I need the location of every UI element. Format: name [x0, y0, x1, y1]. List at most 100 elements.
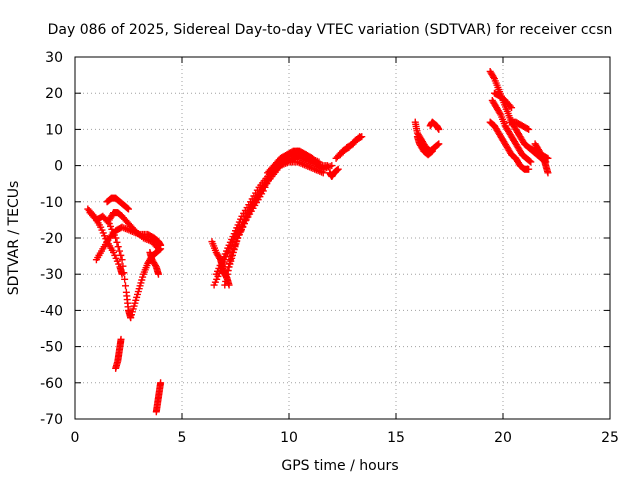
data-point [435, 125, 443, 133]
y-tick-label: 0 [54, 159, 63, 175]
data-point [428, 148, 436, 156]
data-point [229, 248, 237, 256]
y-tick-label: 10 [45, 122, 63, 138]
data-point [223, 270, 231, 278]
series-arc-ab [525, 144, 550, 166]
data-point [240, 220, 248, 228]
data-point [315, 162, 323, 170]
x-tick-label: 10 [280, 430, 298, 446]
x-tick-label: 15 [387, 430, 405, 446]
series-arc-o [264, 147, 323, 177]
data-point [222, 277, 230, 285]
data-point [231, 241, 239, 249]
data-point [435, 140, 443, 148]
series-arc-p [326, 165, 342, 180]
data-point [157, 245, 165, 253]
data-point [119, 262, 127, 270]
data-point [112, 234, 120, 242]
data-point [230, 245, 238, 253]
data-point [232, 238, 240, 246]
y-tick-label: -50 [40, 340, 63, 356]
axis-ticks [74, 56, 611, 420]
series-arc-u [426, 118, 443, 133]
data-point [525, 165, 533, 173]
data-point [121, 275, 129, 283]
y-tick-label: -10 [40, 195, 63, 211]
series-arc-g [146, 248, 162, 278]
data-marks [84, 67, 552, 416]
data-point [157, 379, 165, 387]
data-point [224, 267, 232, 275]
data-point [125, 205, 132, 213]
x-tick-label: 5 [178, 430, 187, 446]
y-tick-label: 30 [45, 50, 63, 66]
data-point [154, 270, 162, 278]
data-point [263, 180, 271, 188]
data-point [526, 157, 534, 165]
data-point [156, 246, 164, 254]
data-point [117, 251, 125, 259]
data-point [124, 204, 132, 212]
series-arc-x [488, 96, 535, 166]
data-point [508, 104, 516, 112]
data-point [544, 169, 552, 177]
x-tick-labels: 0 5 10 15 20 25 [71, 430, 619, 446]
data-point [506, 102, 514, 110]
x-axis-label: GPS time / hours [281, 458, 398, 474]
series-arc-r [336, 133, 364, 159]
series-arc-f [127, 245, 165, 322]
series-arc-y [490, 89, 516, 112]
series-arc-w [486, 118, 533, 173]
y-axis-label: SDTVAR / TECUs [6, 181, 22, 296]
data-point [225, 263, 233, 271]
data-point [266, 172, 274, 180]
data-point [496, 109, 504, 117]
data-point [113, 238, 121, 246]
data-point [542, 158, 550, 166]
data-point [227, 252, 235, 260]
y-tick-label: -20 [40, 231, 63, 247]
x-tick-label: 25 [601, 430, 619, 446]
data-point [117, 335, 125, 343]
y-tick-label: -40 [40, 303, 63, 319]
y-tick-label: -70 [40, 412, 63, 428]
data-point [334, 165, 342, 173]
data-point [261, 183, 269, 191]
data-point [122, 282, 130, 290]
data-point [226, 259, 234, 267]
y-tick-label: 20 [45, 86, 63, 102]
data-point [428, 147, 436, 155]
series-arc-d [103, 194, 132, 213]
data-point [490, 73, 498, 81]
data-point [118, 256, 126, 264]
data-point [235, 230, 243, 238]
x-tick-label: 20 [494, 430, 512, 446]
data-point [525, 125, 533, 133]
data-point [120, 269, 128, 277]
data-point [259, 187, 267, 195]
data-point [237, 227, 245, 235]
series-arc-i [152, 379, 165, 416]
data-point [239, 223, 247, 231]
data-point [527, 158, 535, 166]
data-point [226, 256, 234, 264]
data-point [434, 141, 442, 149]
data-point [523, 125, 531, 133]
data-point [234, 234, 242, 242]
y-tick-labels: 30 20 10 0 -10 -20 -30 -40 -50 -60 -70 [40, 50, 63, 428]
y-tick-label: -30 [40, 267, 63, 283]
data-point [114, 243, 122, 251]
data-point [541, 157, 549, 165]
data-point [116, 247, 124, 255]
data-point [356, 133, 364, 141]
series-arc-t [413, 133, 436, 159]
series-arc-h [112, 335, 125, 372]
data-point [264, 176, 272, 184]
y-tick-label: -60 [40, 376, 63, 392]
series-arc-z [505, 118, 533, 133]
data-point [221, 281, 229, 289]
data-point [328, 162, 336, 170]
data-point [354, 134, 362, 142]
data-point [314, 160, 322, 168]
